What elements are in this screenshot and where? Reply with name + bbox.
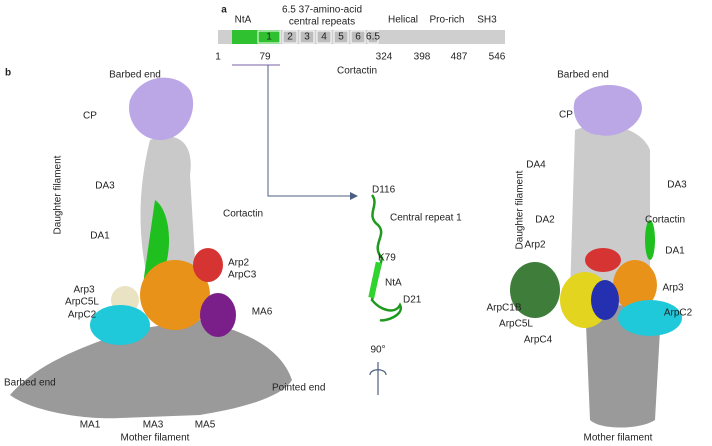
label: Arp2 [524,240,546,251]
label: ArpC2 [68,310,97,321]
label: Daughter filament [53,155,64,234]
position-label: 79 [259,52,271,63]
left-structure [10,77,292,419]
repeat-box [316,30,332,44]
label: Mother filament [121,433,190,444]
label: Mother filament [584,433,653,444]
label: Daughter filament [515,170,526,249]
label: DA2 [535,215,555,226]
repeat-label: 2 [287,32,293,43]
label: DA3 [667,180,687,191]
label: MA5 [195,420,216,431]
position-label: 487 [451,52,468,63]
label: Pointed end [272,383,325,394]
label: NtA [385,278,402,289]
connector [267,65,350,197]
repeat-label: 5 [338,32,344,43]
right-structure [510,85,682,428]
domain-label: SH3 [477,15,497,26]
header: 6.5 37-amino-acid [282,5,362,16]
label: ArpC5L [499,319,533,330]
label: DA1 [90,231,110,242]
repeat-label: 1 [266,32,272,43]
repeat-label: 6.5 [366,32,380,43]
label: Arp2 [228,258,250,269]
label: ArpC3 [228,270,257,281]
label: CP [83,111,97,122]
label: Arp3 [73,285,95,296]
label: 90° [370,345,385,356]
panel-label: b [5,68,11,79]
label: ArpC5L [65,297,99,308]
label: ArpC2 [664,308,693,319]
label: Cortactin [223,209,263,220]
label: Arp3 [662,283,684,294]
label: Central repeat 1 [390,213,462,224]
repeat-box [333,30,349,44]
repeat-box [299,30,315,44]
label: MA6 [252,307,273,318]
repeat-box [350,30,366,44]
label: Barbed end [557,70,609,81]
repeat-box [367,30,379,44]
repeat-box [282,30,298,44]
arrow-head [350,192,358,200]
position-label: 1 [215,52,221,63]
label: CP [559,110,573,121]
position-label: 324 [376,52,393,63]
domain-label: Pro-rich [429,15,464,26]
label: K79 [378,253,396,264]
domain-label: Helical [388,15,418,26]
label: ArpC1B [486,303,521,314]
label: Barbed end [4,378,56,389]
domain-label: NtA [235,15,252,26]
label: MA1 [80,420,101,431]
label: Cortactin [645,215,685,226]
label: D116 [372,185,396,196]
label: MA3 [143,420,164,431]
position-label: 546 [489,52,506,63]
label: Barbed end [109,70,161,81]
label: D21 [403,295,422,306]
repeat-box [257,30,281,44]
label: DA4 [526,160,546,171]
repeat-label: 3 [304,32,310,43]
protein-label: Cortactin [337,66,377,77]
header: central repeats [289,17,355,28]
repeat-label: 4 [321,32,327,43]
panel-label: a [221,5,227,16]
label: DA3 [95,181,115,192]
repeat-label: 6 [355,32,361,43]
position-label: 398 [414,52,431,63]
label: ArpC4 [524,335,553,346]
label: DA1 [665,246,685,257]
cortactin-model [368,194,403,395]
